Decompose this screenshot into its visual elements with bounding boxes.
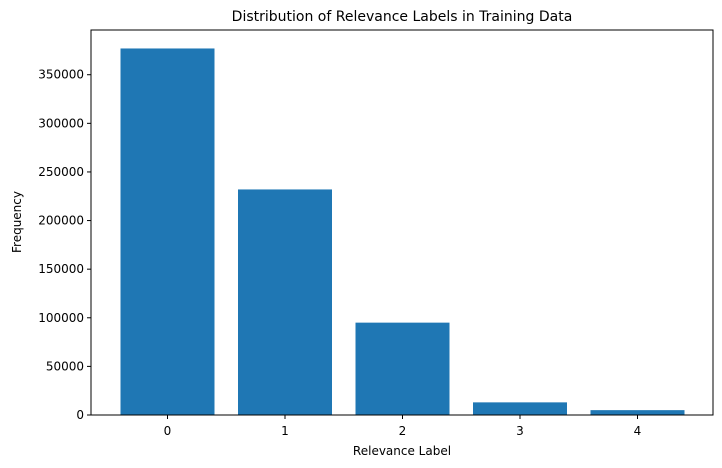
x-tick-label: 1 — [281, 424, 289, 438]
y-tick-label: 300000 — [38, 116, 84, 130]
y-tick-label: 250000 — [38, 165, 84, 179]
bar-1 — [238, 189, 332, 415]
x-axis-label: Relevance Label — [353, 444, 451, 458]
plot-frame — [90, 29, 714, 416]
chart-title: Distribution of Relevance Labels in Trai… — [232, 9, 573, 25]
x-tick-label: 4 — [634, 424, 642, 438]
y-tick-label: 0 — [76, 408, 84, 422]
y-axis-ticks: 0 50000 100000 150000 200000 250000 300000 3500… — [38, 68, 91, 422]
bar-2 — [355, 322, 450, 415]
bar-0 — [120, 48, 215, 415]
y-tick-label: 350000 — [38, 68, 84, 82]
x-tick-label: 0 — [164, 424, 172, 438]
y-tick-label: 150000 — [38, 262, 84, 276]
bar-4 — [590, 410, 685, 415]
bar-3 — [473, 402, 567, 415]
x-tick-label: 3 — [516, 424, 524, 438]
bars-group — [120, 48, 685, 415]
x-tick-label: 2 — [399, 424, 407, 438]
x-axis-ticks: 0 1 2 3 4 — [164, 415, 642, 438]
y-tick-label: 100000 — [38, 311, 84, 325]
y-tick-label: 50000 — [46, 359, 84, 373]
y-axis-label: Frequency — [10, 191, 24, 253]
y-tick-label: 200000 — [38, 214, 84, 228]
